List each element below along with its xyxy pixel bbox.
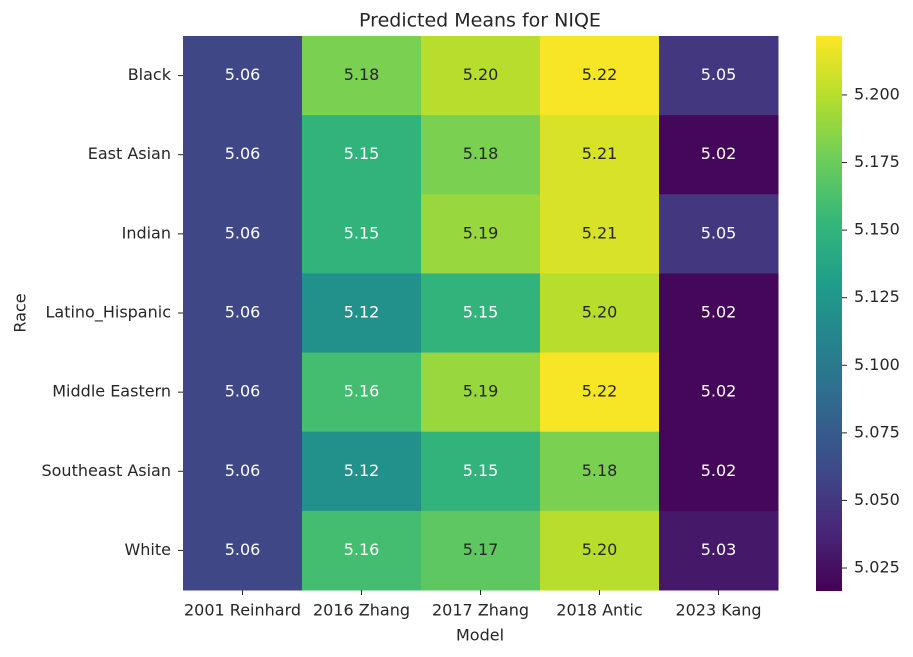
heatmap-cell — [659, 510, 779, 591]
cell-label: 5.17 — [463, 540, 499, 559]
heatmap-cell — [659, 36, 779, 116]
y-axis-label: Race — [11, 293, 30, 332]
colorbar-tick-label: 5.100 — [854, 355, 900, 374]
cell-label: 5.20 — [582, 303, 618, 322]
heatmap-cell — [540, 36, 660, 116]
heatmap-cell — [302, 115, 422, 195]
heatmap-cell — [659, 431, 779, 512]
heatmap-cell — [302, 194, 422, 274]
heatmap-cell — [540, 115, 660, 195]
colorbar-tick-label: 5.200 — [854, 84, 900, 103]
cell-label: 5.02 — [701, 303, 737, 322]
cell-label: 5.06 — [225, 144, 261, 163]
cell-label: 5.05 — [701, 223, 737, 242]
cell-label: 5.16 — [344, 540, 380, 559]
cell-label: 5.06 — [225, 382, 261, 401]
heatmap-cell — [302, 36, 422, 116]
heatmap-cell — [183, 431, 303, 512]
y-tick-label: Latino_Hispanic — [45, 303, 171, 323]
cell-label: 5.15 — [463, 461, 499, 480]
x-tick-label: 2023 Kang — [675, 601, 761, 620]
y-tick-label: East Asian — [88, 144, 171, 163]
cell-label: 5.22 — [582, 382, 618, 401]
cell-label: 5.18 — [582, 461, 618, 480]
heatmap-cell — [421, 431, 541, 512]
heatmap-cell — [302, 431, 422, 512]
heatmap-cell — [421, 273, 541, 354]
cell-label: 5.21 — [582, 144, 618, 163]
heatmap-cell — [183, 194, 303, 274]
y-tick-label: White — [124, 540, 171, 559]
cell-label: 5.15 — [344, 144, 380, 163]
chart-title: Predicted Means for NIQE — [359, 10, 601, 32]
cell-label: 5.06 — [225, 223, 261, 242]
cell-label: 5.19 — [463, 382, 499, 401]
y-tick-label: Black — [128, 65, 172, 84]
cell-label: 5.02 — [701, 382, 737, 401]
colorbar-tick-label: 5.075 — [854, 422, 900, 441]
colorbar-tick-label: 5.175 — [854, 152, 900, 171]
heatmap-cell — [540, 352, 660, 433]
cell-label: 5.18 — [344, 65, 380, 84]
cell-label: 5.20 — [582, 540, 618, 559]
colorbar-tick-label: 5.125 — [854, 287, 900, 306]
y-tick-label: Southeast Asian — [41, 461, 171, 480]
cell-label: 5.12 — [344, 303, 380, 322]
cell-label: 5.15 — [463, 303, 499, 322]
cell-label: 5.20 — [463, 65, 499, 84]
x-tick-label: 2018 Antic — [556, 601, 642, 620]
heatmap-cell — [183, 273, 303, 354]
x-axis-label: Model — [456, 626, 504, 645]
x-tick-label: 2017 Zhang — [432, 601, 529, 620]
heatmap-cell — [540, 431, 660, 512]
heatmap-cell — [183, 510, 303, 591]
heatmap-cell — [540, 194, 660, 274]
cell-label: 5.06 — [225, 540, 261, 559]
heatmap-cell — [302, 352, 422, 433]
heatmap-cell — [659, 352, 779, 433]
heatmap-cell — [421, 510, 541, 591]
heatmap-cell — [183, 36, 303, 116]
cell-label: 5.22 — [582, 65, 618, 84]
heatmap-cell — [540, 510, 660, 591]
cell-label: 5.03 — [701, 540, 737, 559]
cell-label: 5.06 — [225, 65, 261, 84]
cell-label: 5.12 — [344, 461, 380, 480]
heatmap-cell — [421, 194, 541, 274]
heatmap-cell — [421, 352, 541, 433]
colorbar-tick-label: 5.050 — [854, 490, 900, 509]
x-tick-label: 2016 Zhang — [313, 601, 410, 620]
cell-label: 5.16 — [344, 382, 380, 401]
heatmap-cell — [659, 273, 779, 354]
x-tick-label: 2001 Reinhard — [184, 601, 301, 620]
cell-label: 5.18 — [463, 144, 499, 163]
y-tick-label: Indian — [122, 223, 171, 242]
cell-label: 5.06 — [225, 303, 261, 322]
heatmap-cell — [659, 194, 779, 274]
y-tick-label: Middle Eastern — [52, 382, 171, 401]
heatmap-cell — [302, 510, 422, 591]
heatmap-cell — [183, 352, 303, 433]
cell-label: 5.05 — [701, 65, 737, 84]
heatmap-cell — [302, 273, 422, 354]
colorbar-tick-label: 5.150 — [854, 220, 900, 239]
cell-label: 5.02 — [701, 461, 737, 480]
heatmap-cell — [659, 115, 779, 195]
heatmap-cell — [540, 273, 660, 354]
heatmap-cell — [183, 115, 303, 195]
cell-label: 5.15 — [344, 223, 380, 242]
colorbar-tick-label: 5.025 — [854, 558, 900, 577]
cell-label: 5.19 — [463, 223, 499, 242]
colorbar — [816, 36, 842, 591]
heatmap-cell — [421, 115, 541, 195]
cell-label: 5.06 — [225, 461, 261, 480]
cell-label: 5.02 — [701, 144, 737, 163]
cell-label: 5.21 — [582, 223, 618, 242]
heatmap-cell — [421, 36, 541, 116]
